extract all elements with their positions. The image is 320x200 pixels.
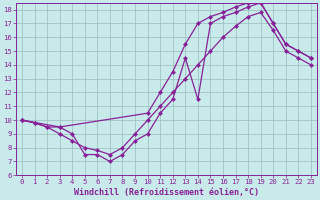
X-axis label: Windchill (Refroidissement éolien,°C): Windchill (Refroidissement éolien,°C) bbox=[74, 188, 259, 197]
